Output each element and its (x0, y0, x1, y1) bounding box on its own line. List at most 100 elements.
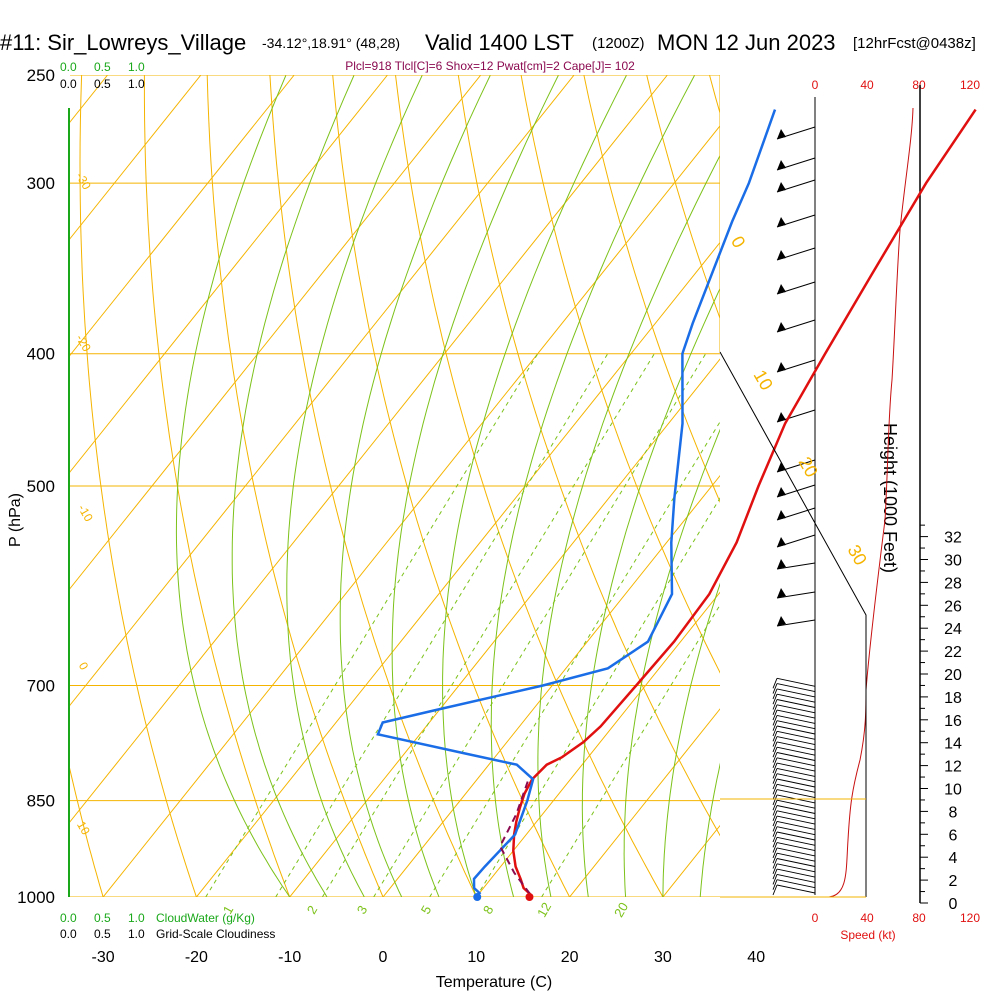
top-cloudwater-tick: 0.0 (60, 60, 77, 74)
wind-barb-feather (772, 683, 778, 694)
temperature-tick-label: 20 (561, 949, 579, 966)
dry-adiabat-line (70, 767, 104, 897)
wind-barb (776, 826, 816, 836)
bottom-cloudwater-tick: 0.0 (60, 911, 77, 925)
wind-barb (776, 683, 816, 693)
isotherm-line (70, 75, 668, 823)
pressure-tick-label: 700 (27, 677, 55, 696)
mixing-ratio-label: 12 (534, 900, 554, 920)
wind-barb (776, 741, 816, 751)
wind-barb (776, 810, 816, 820)
isotherm-line (70, 75, 482, 590)
moist-adiabat-line (662, 582, 720, 897)
wind-barb-feather (772, 741, 778, 753)
moist-adiabat-line (490, 75, 696, 897)
wind-speed-profile (828, 107, 914, 898)
temperature-trace (512, 108, 977, 895)
top-cloudiness-scale: 0.0 0.5 1.0 (60, 77, 145, 91)
top-cloudwater-scale: 0.0 0.5 1.0 (60, 60, 145, 74)
temperature-tick-label: -10 (278, 949, 301, 966)
wind-barb-feather (772, 720, 778, 731)
isotherm-line (70, 75, 295, 357)
pressure-tick-label: 250 (27, 66, 55, 85)
bottom-wind-tick: 120 (960, 911, 980, 925)
wind-barb-pennant (777, 510, 786, 520)
pressure-tick-label: 300 (27, 174, 55, 193)
wind-barb-feather (772, 821, 778, 832)
height-tick-label: 26 (944, 598, 962, 615)
dry-adiabat-line (79, 75, 197, 897)
moist-adiabat-line (581, 287, 720, 897)
dry-adiabat-line (206, 75, 384, 897)
wind-barb (776, 783, 816, 793)
wind-barb-feather (772, 789, 778, 800)
mixing-ratio-line (205, 353, 539, 897)
utc-time: (1200Z) (592, 35, 645, 52)
moist-adiabat-line (175, 75, 291, 897)
cloudiness-label: Grid-Scale Cloudiness (156, 927, 275, 941)
wind-barb-feather (772, 831, 778, 843)
wind-barb-pennant (777, 322, 786, 332)
moist-adiabat-line (623, 428, 720, 897)
parcel-trace (498, 778, 531, 895)
wind-barb-feather (772, 747, 778, 758)
dry-adiabat-line (332, 75, 571, 897)
wind-barb (776, 699, 816, 708)
height-tick-label: 16 (944, 713, 962, 730)
height-tick-label: 24 (944, 621, 962, 638)
bottom-wind-tick: 0 (812, 911, 819, 925)
wind-barb-feather (772, 773, 778, 784)
height-tick-label: 0 (949, 896, 958, 913)
wind-barb (776, 693, 816, 703)
wind-barb-pennant (777, 160, 786, 170)
wind-panel (772, 97, 914, 898)
temperature-tick-label: 10 (467, 949, 485, 966)
wind-barb (776, 836, 816, 846)
isotherm-line (289, 358, 720, 897)
wind-barb-feather (772, 752, 778, 763)
temperature-axis-labels: -30 -20 -10 0 10 20 30 40 (92, 949, 766, 966)
height-tick-label: 8 (949, 804, 958, 821)
mixing-ratio-line (429, 420, 720, 897)
top-wind-tick: 120 (960, 78, 980, 92)
wind-barb-feather (772, 757, 778, 768)
mixing-ratio-line (373, 353, 707, 897)
top-wind-tick: 0 (812, 78, 819, 92)
wind-barb-feather (772, 762, 778, 774)
wind-barb-feather (772, 858, 778, 869)
bottom-cloudiness-tick: 0.5 (94, 927, 111, 941)
y-axis-title: P (hPa) (7, 493, 24, 547)
wind-barb-feather (772, 736, 778, 747)
pressure-tick-label: 400 (27, 345, 55, 364)
bottom-wind-tick: 80 (912, 911, 926, 925)
top-cloudiness-tick: 0.0 (60, 77, 77, 91)
wind-barb (776, 591, 816, 599)
wind-barbs (772, 126, 816, 896)
temperature-tick-label: 40 (747, 949, 765, 966)
height-tick-label: 10 (944, 782, 962, 799)
wind-barb (776, 873, 816, 883)
wind-barb-feather (772, 884, 778, 896)
sounding-traces (376, 108, 977, 901)
wind-barb (776, 868, 816, 878)
pressure-axis-labels: 1000 850 700 500 400 300 250 (17, 66, 55, 907)
valid-time: Valid 1400 LST (425, 30, 574, 55)
wind-barb-pennant (777, 462, 786, 472)
header: #11: Sir_Lowreys_Village -34.12°,18.91° … (0, 30, 976, 73)
wind-barb (776, 815, 816, 825)
temperature-tick-label: -30 (92, 949, 115, 966)
mixing-ratio-line (541, 604, 720, 897)
isotherm-line (70, 75, 388, 473)
bottom-cloudwater-tick: 1.0 (128, 911, 145, 925)
wind-barb (776, 720, 816, 730)
bottom-cloudiness-scale: 0.0 0.5 1.0 Grid-Scale Cloudiness (60, 927, 275, 941)
wind-barb-feather (772, 868, 778, 880)
wind-barb-feather (772, 815, 778, 827)
wind-barb (776, 842, 816, 852)
wind-barb-feather (772, 810, 778, 821)
wind-barb-pennant (777, 250, 786, 260)
wind-barb (776, 767, 816, 777)
wind-speed-label: Speed (kt) (840, 928, 895, 942)
